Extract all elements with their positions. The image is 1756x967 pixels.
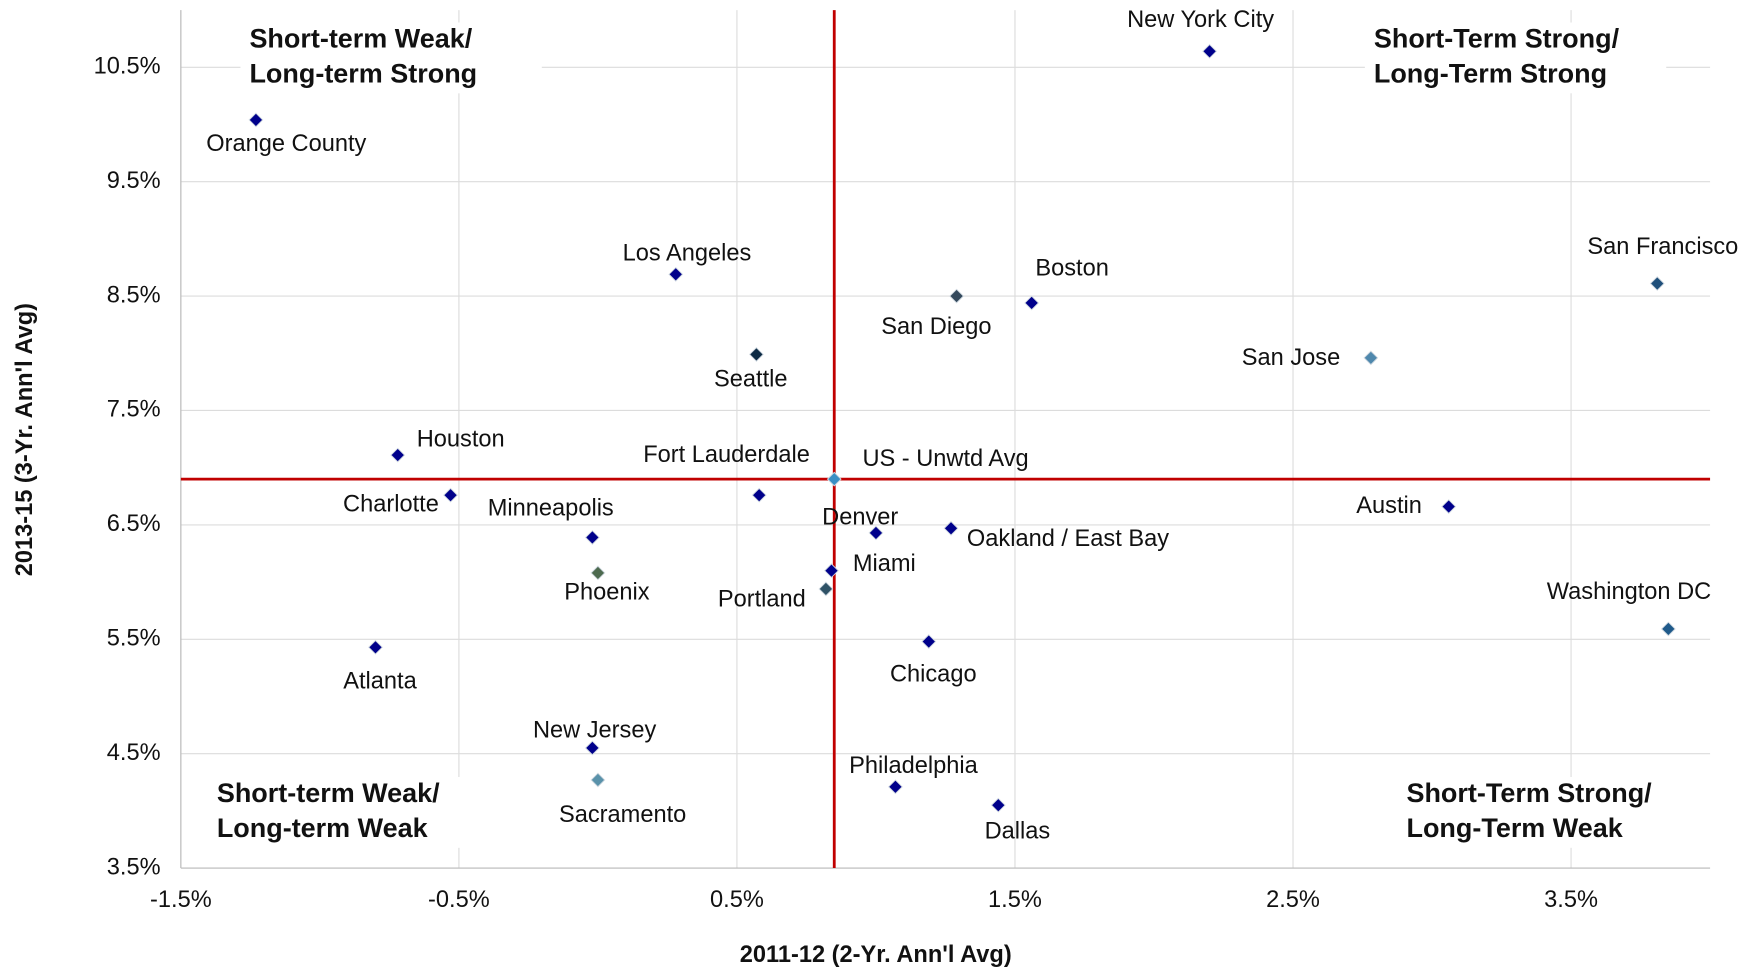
quadrant-label: Short-Term Strong/	[1374, 24, 1620, 54]
x-tick-label: 0.5%	[710, 887, 764, 913]
point	[584, 740, 600, 756]
point	[590, 772, 606, 788]
point-label: Dallas	[985, 818, 1051, 844]
point-label: Oakland / East Bay	[967, 526, 1169, 552]
point-label: Seattle	[714, 367, 788, 393]
point	[1441, 499, 1457, 514]
label-background	[207, 776, 510, 813]
quadrant-label: Long-term Weak	[217, 813, 429, 843]
y-tick-label: 5.5%	[107, 626, 161, 652]
point-label: Portland	[718, 586, 806, 612]
point-label: San Jose	[1242, 345, 1340, 371]
point	[248, 112, 264, 128]
point	[824, 563, 839, 579]
x-tick-label: 2.5%	[1266, 887, 1320, 913]
label-background	[1397, 811, 1699, 848]
point-label: Chicago	[890, 662, 977, 688]
quadrant-label: Short-Term Strong/	[1406, 778, 1652, 808]
x-tick-label: 3.5%	[1544, 887, 1598, 913]
point	[749, 347, 764, 362]
point	[1649, 276, 1665, 291]
x-axis-label: 2011-12 (2-Yr. Ann'l Avg)	[740, 942, 1012, 967]
point	[584, 530, 600, 545]
label-background	[1397, 776, 1699, 813]
point	[888, 779, 903, 795]
point	[826, 471, 842, 487]
point	[1660, 621, 1676, 637]
point	[1024, 295, 1040, 311]
y-axis-label: 2013-15 (3-Yr. Ann'l Avg)	[12, 303, 38, 576]
x-tick-label: 1.5%	[988, 887, 1042, 913]
point-label: Los Angeles	[623, 240, 752, 266]
point	[1202, 43, 1217, 59]
point	[868, 525, 884, 541]
quadrant-label: Short-term Weak/	[217, 778, 440, 808]
point	[368, 639, 383, 655]
point	[818, 581, 834, 597]
quadrant-label: Short-term Weak/	[249, 24, 472, 54]
x-tick-label: -1.5%	[150, 887, 212, 913]
quadrant-label: Long-Term Strong	[1374, 58, 1607, 88]
quadrant-label: Long-term Strong	[249, 58, 477, 88]
point-label: San Francisco	[1587, 234, 1738, 260]
y-tick-label: 4.5%	[107, 740, 161, 766]
point	[668, 266, 684, 282]
label-background	[240, 22, 542, 59]
point-label: Houston	[417, 427, 505, 453]
point	[390, 447, 406, 463]
point	[1363, 350, 1379, 366]
point-label: Orange County	[206, 131, 366, 157]
point	[990, 797, 1006, 813]
label-background	[1364, 22, 1667, 59]
x-tick-label: -0.5%	[428, 887, 490, 913]
y-tick-label: 8.5%	[107, 282, 161, 308]
point-label: Phoenix	[564, 579, 650, 605]
point-label: Denver	[822, 505, 898, 531]
point	[943, 520, 959, 536]
point-label: Sacramento	[559, 802, 686, 828]
y-tick-label: 10.5%	[94, 54, 161, 80]
point-label: San Diego	[881, 314, 991, 340]
point	[590, 565, 606, 581]
point-label: New York City	[1127, 7, 1274, 33]
point	[921, 634, 937, 649]
point	[751, 487, 767, 503]
point-label: Boston	[1035, 255, 1109, 281]
quadrant-label: Long-Term Weak	[1406, 813, 1623, 843]
point-label: Minneapolis	[488, 496, 614, 522]
point-label: Miami	[853, 551, 916, 577]
y-tick-label: 9.5%	[107, 168, 161, 194]
y-tick-label: 6.5%	[107, 511, 161, 537]
y-tick-label: 7.5%	[107, 397, 161, 423]
point-label: Philadelphia	[849, 753, 979, 779]
label-background	[207, 811, 510, 848]
label-background	[240, 57, 542, 94]
point-label: Washington DC	[1547, 579, 1711, 605]
label-background	[1364, 57, 1667, 94]
point-label: Fort Lauderdale	[643, 442, 810, 468]
point	[949, 288, 964, 304]
y-tick-label: 3.5%	[107, 854, 161, 880]
point-label: Austin	[1356, 493, 1422, 519]
point-label: US - Unwtd Avg	[862, 446, 1028, 472]
point	[443, 487, 458, 503]
point-label: New Jersey	[533, 717, 657, 743]
point-label: Atlanta	[343, 668, 417, 694]
point-label: Charlotte	[343, 491, 439, 517]
